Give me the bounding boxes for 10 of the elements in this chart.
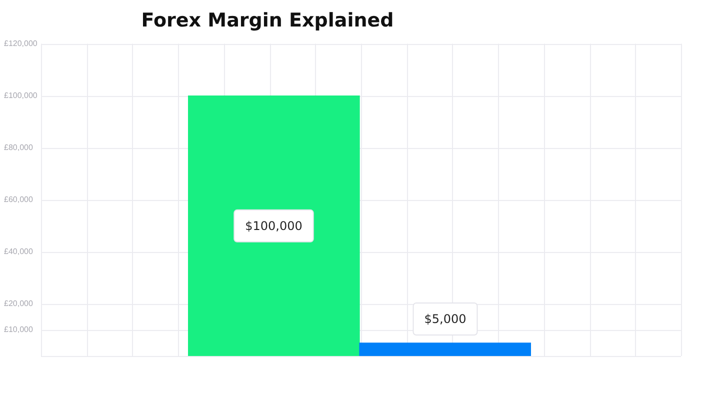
y-tick-label: £20,000 <box>4 299 34 308</box>
y-tick-label: £60,000 <box>4 195 34 204</box>
chart-title: Forex Margin Explained <box>141 9 394 32</box>
data-label: $100,000 <box>245 219 302 234</box>
y-tick-label: £10,000 <box>4 325 34 334</box>
y-tick-label: £80,000 <box>4 143 34 152</box>
y-tick-label: £100,000 <box>4 91 38 100</box>
y-tick-label: £40,000 <box>4 247 34 256</box>
data-label: $5,000 <box>424 312 466 326</box>
y-tick-label: £120,000 <box>4 39 38 48</box>
